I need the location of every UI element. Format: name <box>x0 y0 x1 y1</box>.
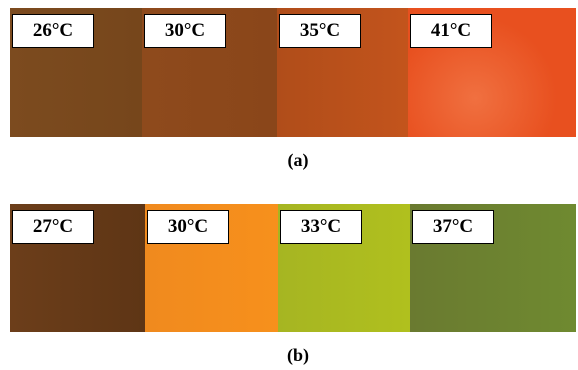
temperature-label: 27°C <box>12 210 94 244</box>
panel: 37°C <box>410 204 576 332</box>
panel-row-b: 27°C 30°C 33°C 37°C <box>10 204 576 332</box>
caption: (b) <box>278 345 318 366</box>
panel: 33°C <box>278 204 410 332</box>
panel: 26°C <box>10 8 142 137</box>
temperature-label: 41°C <box>410 14 492 48</box>
temperature-label: 33°C <box>280 210 362 244</box>
panel-row-a: 26°C 30°C 35°C 41°C <box>10 8 576 137</box>
figure: 26°C 30°C 35°C 41°C (a) 27°C 30°C 33°C 3… <box>0 0 578 370</box>
panel: 27°C <box>10 204 145 332</box>
temperature-label: 35°C <box>279 14 361 48</box>
panel: 41°C <box>408 8 576 137</box>
temperature-label: 30°C <box>147 210 229 244</box>
panel: 30°C <box>142 8 277 137</box>
temperature-label: 37°C <box>412 210 494 244</box>
caption: (a) <box>278 150 318 171</box>
temperature-label: 26°C <box>12 14 94 48</box>
panel: 30°C <box>145 204 278 332</box>
temperature-label: 30°C <box>144 14 226 48</box>
panel: 35°C <box>277 8 408 137</box>
